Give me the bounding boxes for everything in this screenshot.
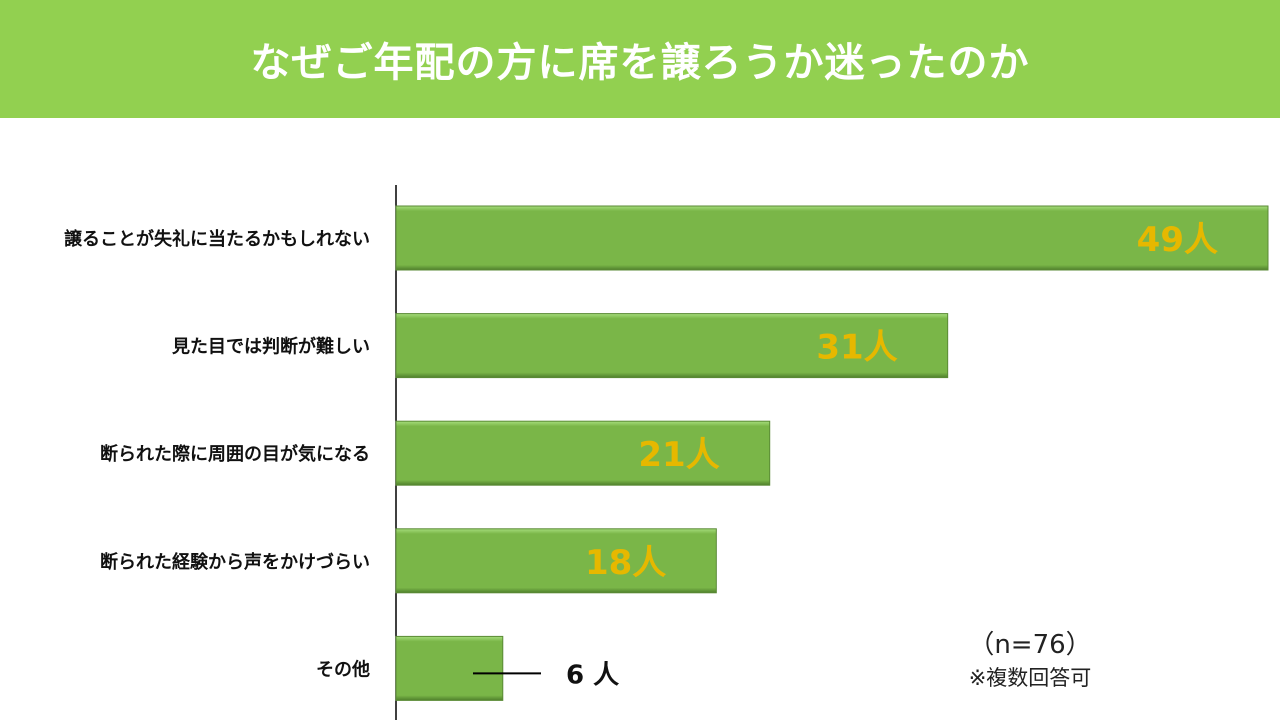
data-label: 49人 xyxy=(1137,220,1218,260)
title-banner: なぜご年配の方に席を譲ろうか迷ったのか xyxy=(0,0,1280,118)
multiple-answer-note: ※複数回答可 xyxy=(968,666,1092,690)
category-label: その他 xyxy=(316,658,370,680)
category-label: 譲ることが失礼に当たるかもしれない xyxy=(64,228,370,250)
bar xyxy=(395,313,949,379)
data-label: 31人 xyxy=(816,328,897,368)
category-label: 見た目では判断が難しい xyxy=(171,336,370,358)
category-label: 断られた際に周囲の目が気になる xyxy=(100,443,370,465)
data-label: 21人 xyxy=(638,435,719,475)
bar xyxy=(395,205,1269,271)
bar xyxy=(395,420,771,486)
data-label: 6 人 xyxy=(566,660,619,690)
chart-title: なぜご年配の方に席を譲ろうか迷ったのか xyxy=(250,40,1030,86)
bar xyxy=(395,635,504,701)
category-label: 断られた経験から声をかけづらい xyxy=(100,551,370,573)
data-label: 18人 xyxy=(585,543,666,583)
bar xyxy=(395,528,717,594)
sample-size: （n=76） xyxy=(968,630,1092,660)
